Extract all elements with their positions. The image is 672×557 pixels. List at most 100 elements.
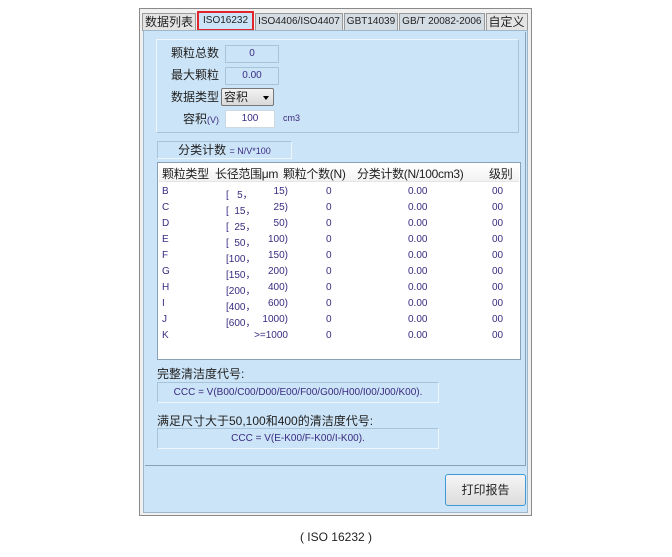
max-label: 最大颗粒 xyxy=(170,68,219,82)
cell-level: 00 xyxy=(492,202,504,213)
panel-border xyxy=(145,32,526,466)
volume-label: 容积 xyxy=(182,112,207,126)
chevron-down-icon xyxy=(263,96,269,100)
iso16232-panel: 颗粒总数 0 最大颗粒 0.00 数据类型 容积 容积(V) 100 cm3 分… xyxy=(143,30,528,513)
table-row[interactable]: D [ 25， 50) 0 0.00 00 xyxy=(158,216,508,233)
total-label: 颗粒总数 xyxy=(170,46,219,60)
cell-count: 0.00 xyxy=(408,330,428,341)
cell-type: B xyxy=(162,186,169,197)
col-class-count[interactable]: 分类计数(N/100cm3) xyxy=(357,167,464,181)
cell-level: 00 xyxy=(492,330,504,341)
cell-type: F xyxy=(162,250,169,261)
cell-range-lo: [ 15， xyxy=(226,206,256,217)
cell-type: I xyxy=(162,298,165,309)
tab-iso16232[interactable]: ISO16232 xyxy=(197,11,255,31)
cell-count: 0.00 xyxy=(408,202,428,213)
table-row[interactable]: K >=1000 0 0.00 00 xyxy=(158,328,508,344)
cell-range-lo: [200， xyxy=(226,286,256,297)
cell-range-lo: [ 25， xyxy=(226,222,256,233)
cell-type: D xyxy=(162,218,170,229)
max-value: 0.00 xyxy=(225,67,279,85)
cell-range-lo: [150， xyxy=(226,270,256,281)
total-value: 0 xyxy=(225,45,279,63)
partial-code-box: CCC = V(E-K00/F-K00/I-K00). xyxy=(157,428,439,449)
cell-level: 00 xyxy=(492,234,504,245)
cell-count: 0.00 xyxy=(408,314,428,325)
print-report-button[interactable]: 打印报告 xyxy=(445,474,526,506)
cell-type: C xyxy=(162,202,170,213)
table-row[interactable]: G [150， 200) 0 0.00 00 xyxy=(158,264,508,281)
cell-n: 0 xyxy=(326,250,332,261)
cell-range-hi: 100) xyxy=(267,234,288,245)
col-count[interactable]: 颗粒个数(N) xyxy=(283,167,346,181)
cell-level: 00 xyxy=(492,298,504,309)
cell-range-lo: [100， xyxy=(226,254,256,265)
tab-gbt14039[interactable]: GBT14039 xyxy=(343,13,399,31)
cell-range-hi: >=1000 xyxy=(254,330,288,341)
formula-box: 分类计数 = N/V*100 xyxy=(157,141,292,159)
cell-range-lo: [ 50， xyxy=(226,238,256,249)
cell-level: 00 xyxy=(492,314,504,325)
cell-n: 0 xyxy=(326,202,332,213)
type-label: 数据类型 xyxy=(170,90,219,104)
cell-range-lo: [400， xyxy=(226,302,256,313)
cell-range-hi: 50) xyxy=(273,218,288,229)
table-row[interactable]: I [400， 600) 0 0.00 00 xyxy=(158,296,508,313)
cell-range-hi: 25) xyxy=(273,202,288,213)
table-row[interactable]: E [ 50， 100) 0 0.00 00 xyxy=(158,232,508,249)
cell-type: G xyxy=(162,266,170,277)
cell-range-hi: 200) xyxy=(267,266,288,277)
cell-type: K xyxy=(162,330,169,341)
table-row[interactable]: H [200， 400) 0 0.00 00 xyxy=(158,280,508,297)
cell-type: J xyxy=(162,314,167,325)
tab-data-list[interactable]: 数据列表 xyxy=(142,13,197,31)
cell-n: 0 xyxy=(326,298,332,309)
tab-iso4406[interactable]: ISO4406/ISO4407 xyxy=(255,13,343,31)
table-row[interactable]: J [600， 1000) 0 0.00 00 xyxy=(158,312,508,329)
cell-count: 0.00 xyxy=(408,298,428,309)
col-type[interactable]: 颗粒类型 xyxy=(162,167,209,181)
cell-count: 0.00 xyxy=(408,234,428,245)
tab-custom[interactable]: 自定义 xyxy=(485,13,528,31)
cell-count: 0.00 xyxy=(408,218,428,229)
particle-table[interactable]: 颗粒类型 长径范围μm 颗粒个数(N) 分类计数(N/100cm3) 级别 B [… xyxy=(157,162,521,360)
table-row[interactable]: C [ 15， 25) 0 0.00 00 xyxy=(158,200,508,217)
cell-level: 00 xyxy=(492,186,504,197)
col-range[interactable]: 长径范围μm xyxy=(215,167,279,181)
cell-level: 00 xyxy=(492,266,504,277)
formula-label: 分类计数 xyxy=(178,143,227,157)
data-type-value: 容积 xyxy=(224,90,249,104)
cell-count: 0.00 xyxy=(408,186,428,197)
app-window: 数据列表 ISO16232 ISO4406/ISO4407 GBT14039 G… xyxy=(139,8,532,516)
cell-n: 0 xyxy=(326,266,332,277)
full-code-box: CCC = V(B00/C00/D00/E00/F00/G00/H00/I00/… xyxy=(157,382,439,403)
cell-range-lo: [600， xyxy=(226,318,256,329)
cell-range-hi: 1000) xyxy=(262,314,288,325)
table-row[interactable]: F [100， 150) 0 0.00 00 xyxy=(158,248,508,265)
cell-type: E xyxy=(162,234,169,245)
cell-level: 00 xyxy=(492,250,504,261)
cell-n: 0 xyxy=(326,234,332,245)
cell-range-lo: [ 5， xyxy=(226,190,253,201)
cell-level: 00 xyxy=(492,218,504,229)
cell-n: 0 xyxy=(326,186,332,197)
col-level[interactable]: 级别 xyxy=(489,167,513,181)
table-row[interactable]: B [ 5， 15) 0 0.00 00 xyxy=(158,184,508,201)
cell-type: H xyxy=(162,282,170,293)
cell-count: 0.00 xyxy=(408,250,428,261)
cell-n: 0 xyxy=(326,330,332,341)
cell-n: 0 xyxy=(326,314,332,325)
tab-gbt20082[interactable]: GB/T 20082-2006 xyxy=(399,13,485,31)
particle-info-group: 颗粒总数 0 最大颗粒 0.00 数据类型 容积 容积(V) 100 cm3 xyxy=(156,39,519,133)
volume-input[interactable]: 100 xyxy=(225,110,275,128)
cell-count: 0.00 xyxy=(408,266,428,277)
cell-level: 00 xyxy=(492,282,504,293)
cell-range-hi: 400) xyxy=(267,282,288,293)
data-type-select[interactable]: 容积 xyxy=(221,88,274,106)
cell-range-hi: 150) xyxy=(267,250,288,261)
volume-label-suffix: (V) xyxy=(207,115,219,125)
partial-code-label: 满足尺寸大于50,100和400的清洁度代号: xyxy=(157,414,374,428)
full-code-label: 完整清洁度代号: xyxy=(157,367,245,381)
cell-range-hi: 15) xyxy=(273,186,288,197)
table-header: 颗粒类型 长径范围μm 颗粒个数(N) 分类计数(N/100cm3) 级别 xyxy=(159,164,519,182)
